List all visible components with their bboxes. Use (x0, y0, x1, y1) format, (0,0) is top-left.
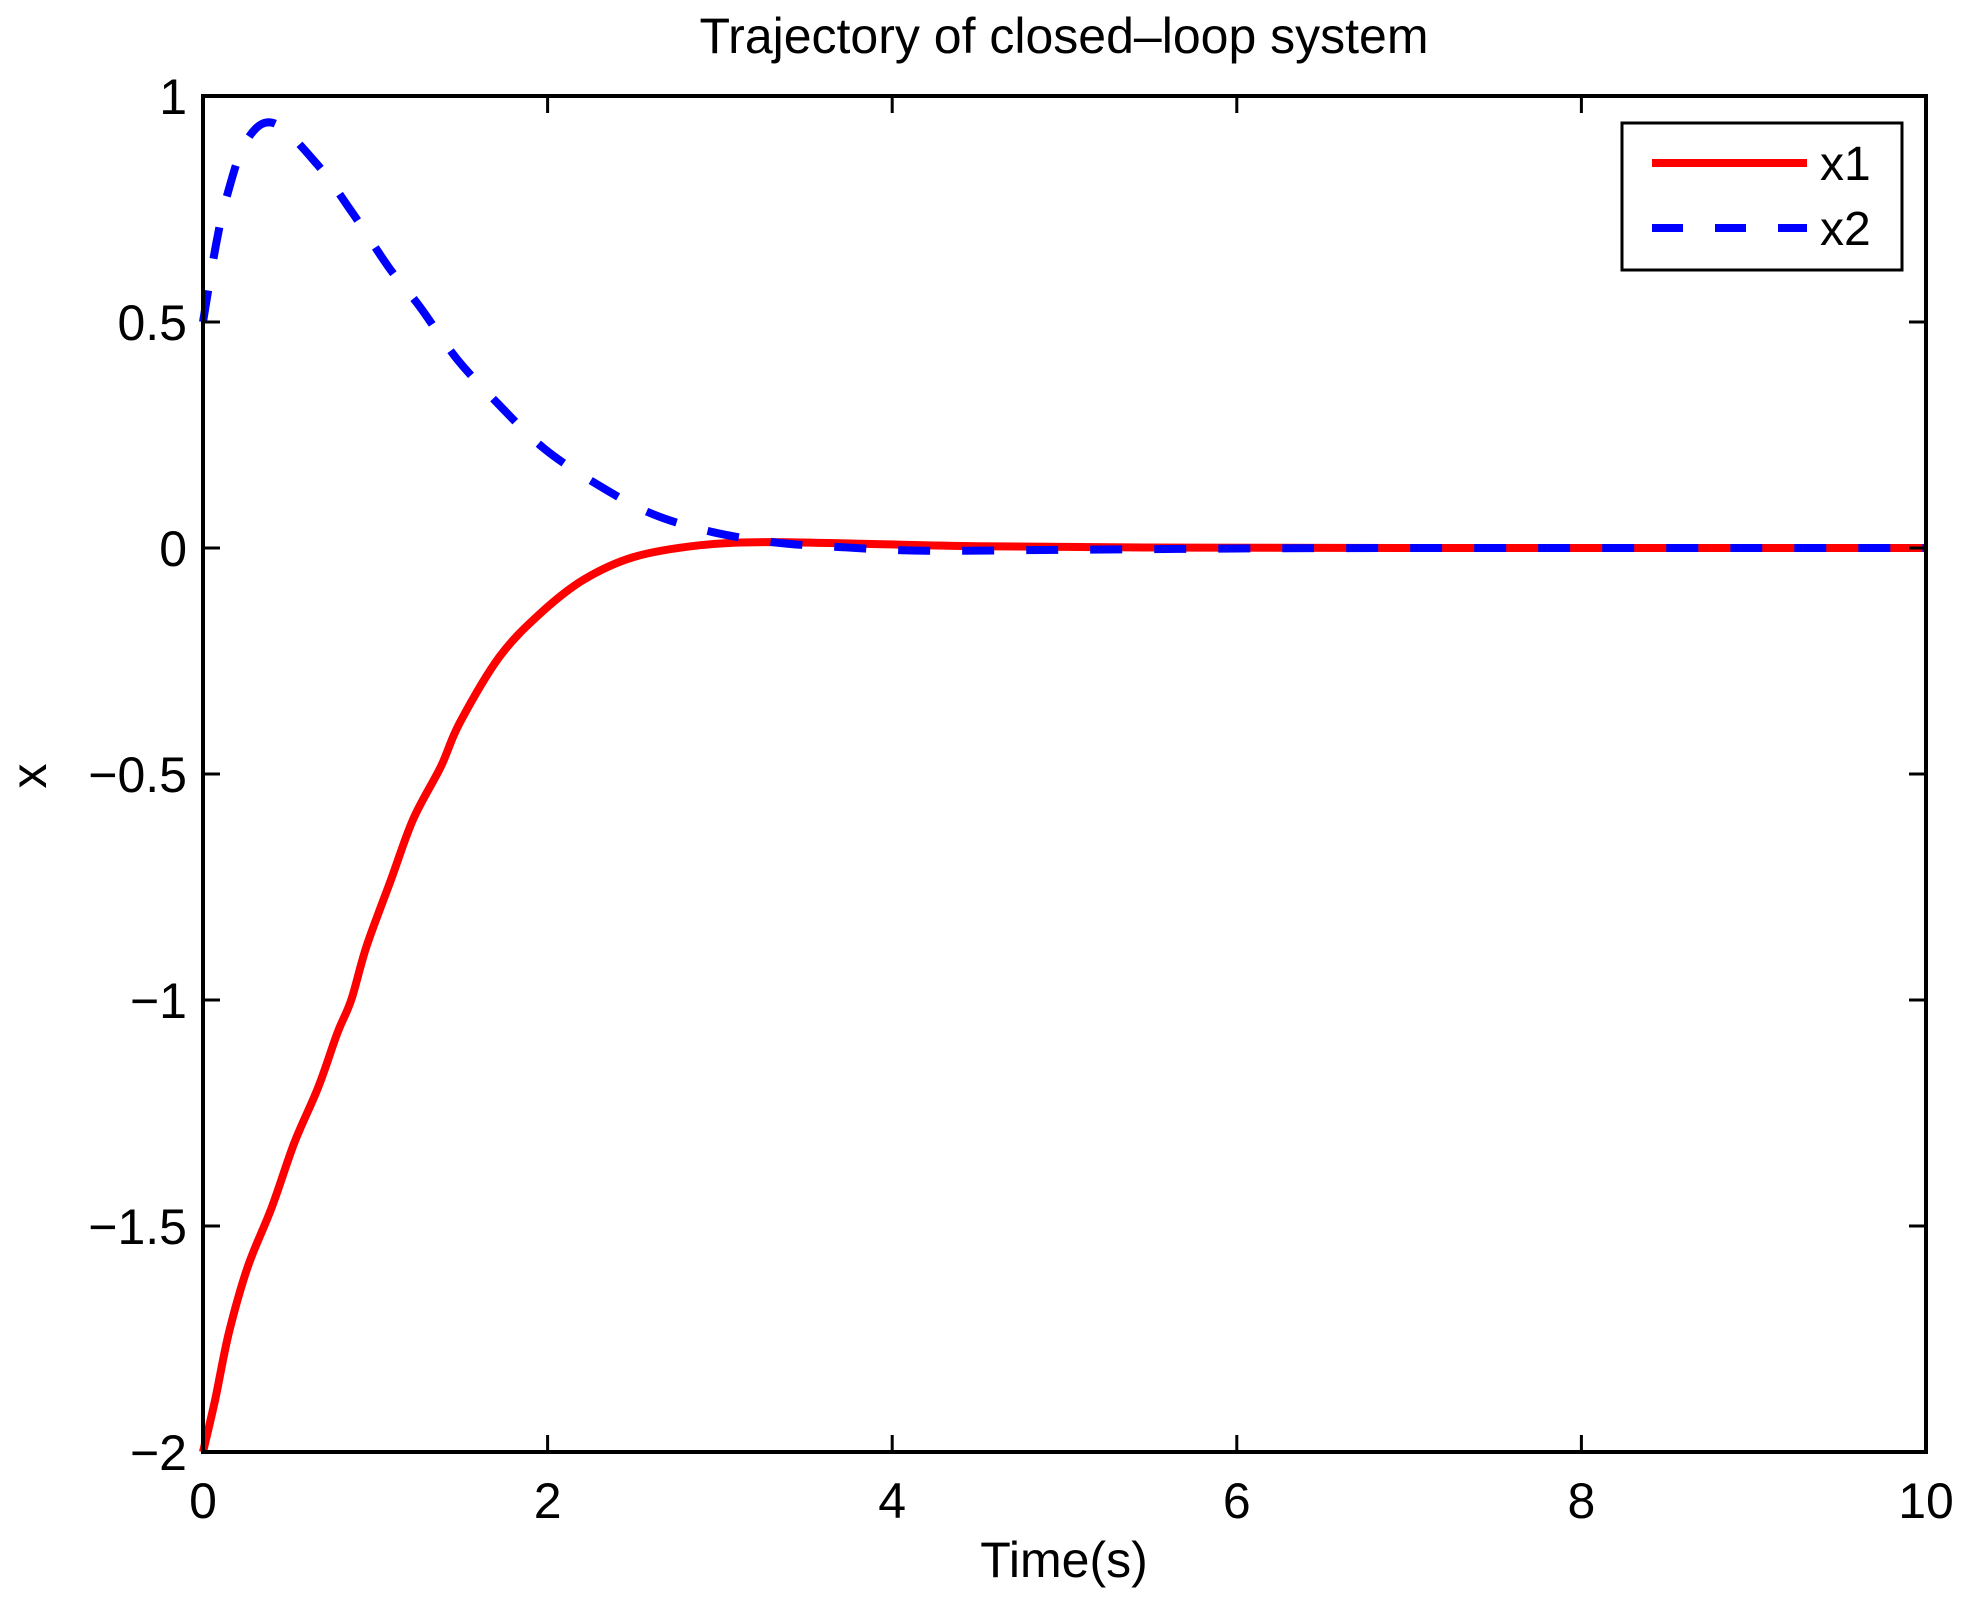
series-layer (199, 118, 1927, 1453)
plot-area (199, 94, 1928, 1454)
axes-background (203, 96, 1926, 1452)
y-tick-labels: 1 0.5 0 −0.5 −1 −1.5 −2 (88, 69, 187, 1481)
legend-box (1620, 121, 1904, 272)
y-tick-label: −2 (130, 1425, 187, 1481)
y-tick-label: −1.5 (88, 1199, 187, 1255)
x-tick-label: 8 (1567, 1473, 1595, 1529)
x-tick-label: 2 (534, 1473, 562, 1529)
y-tick-label: −1 (130, 973, 187, 1029)
legend-item-x2: x2 (1652, 203, 1871, 256)
y-tick-label: 1 (159, 69, 187, 125)
legend-item-x1: x1 (1652, 138, 1871, 191)
x-tick-labels: 0 2 4 6 8 10 (189, 1473, 1954, 1529)
x-axis-label: Time(s) (980, 1532, 1148, 1588)
chart-title: Trajectory of closed–loop system (699, 8, 1428, 64)
y-tick-label: 0.5 (117, 295, 187, 351)
y-tick-label: 0 (159, 521, 187, 577)
y-tick-label: −0.5 (88, 747, 187, 803)
x-tick-label: 6 (1223, 1473, 1251, 1529)
series-line-x2 (199, 118, 1927, 555)
x-tick-label: 0 (189, 1473, 217, 1529)
ticks-layer (201, 94, 1928, 1454)
legend-label-x1: x1 (1820, 138, 1871, 191)
legend: x1 x2 (1620, 121, 1904, 272)
x-tick-label: 10 (1898, 1473, 1954, 1529)
legend-label-x2: x2 (1820, 203, 1871, 256)
x-tick-label: 4 (878, 1473, 906, 1529)
y-axis-label: x (1, 764, 57, 789)
